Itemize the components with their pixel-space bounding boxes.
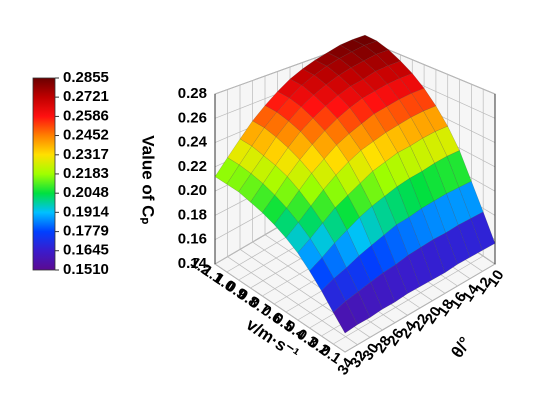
colorbar-tick-label: 0.2183 (63, 165, 109, 182)
z-tick-label: 0.20 (178, 182, 207, 199)
z-tick-label: 0.14 (178, 255, 208, 272)
z-tick-label: 0.18 (178, 206, 207, 223)
z-tick-label: 0.28 (178, 85, 207, 102)
surface-patch (261, 194, 287, 225)
y-tick-label: 32 (347, 348, 370, 371)
grid-line (214, 263, 346, 353)
y-tick-label: 28 (372, 333, 395, 356)
surface-patch (309, 257, 335, 292)
colorbar (32, 77, 56, 271)
y-tick-label: 10 (484, 267, 507, 290)
z-tick-label: 0.24 (178, 134, 208, 151)
y-tick-label: 18 (434, 296, 457, 319)
colorbar-tick-label: 0.2048 (63, 184, 109, 201)
surface-patch (297, 238, 323, 272)
y-axis-title: θ/° (447, 333, 474, 361)
surface-patch (332, 300, 358, 334)
y-tick-label: 12 (472, 274, 495, 297)
y-tick-label: 26 (384, 326, 407, 349)
surface-patch (321, 278, 347, 313)
y-tick-label: 16 (447, 289, 470, 312)
colorbar-tick-label: 0.2317 (63, 146, 109, 163)
grid-line (227, 256, 358, 345)
colorbar-tick-label: 0.2586 (63, 107, 109, 124)
z-tick-label: 0.26 (178, 109, 207, 126)
y-tick-label: 20 (422, 304, 445, 327)
surface-patch (250, 183, 276, 213)
colorbar-tick-label: 0.1645 (63, 242, 109, 259)
colorbar-tick-label: 0.2855 (63, 69, 109, 86)
colorbar-tick-label: 0.1914 (63, 203, 110, 220)
z-axis-title: Value of Cₚ (139, 135, 158, 224)
colorbar-tick-label: 0.1779 (63, 223, 109, 240)
colorbar-tick-label: 0.2721 (63, 88, 109, 105)
surface-patch (273, 207, 299, 239)
z-tick-label: 0.16 (178, 231, 207, 248)
z-tick-label: 0.22 (178, 158, 207, 175)
y-tick-label: 22 (409, 311, 432, 334)
colorbar-tick-label: 0.2452 (63, 126, 109, 143)
surface-patch (285, 221, 311, 254)
colorbar-tick-label: 0.1510 (63, 261, 109, 278)
y-tick-label: 30 (359, 340, 382, 363)
